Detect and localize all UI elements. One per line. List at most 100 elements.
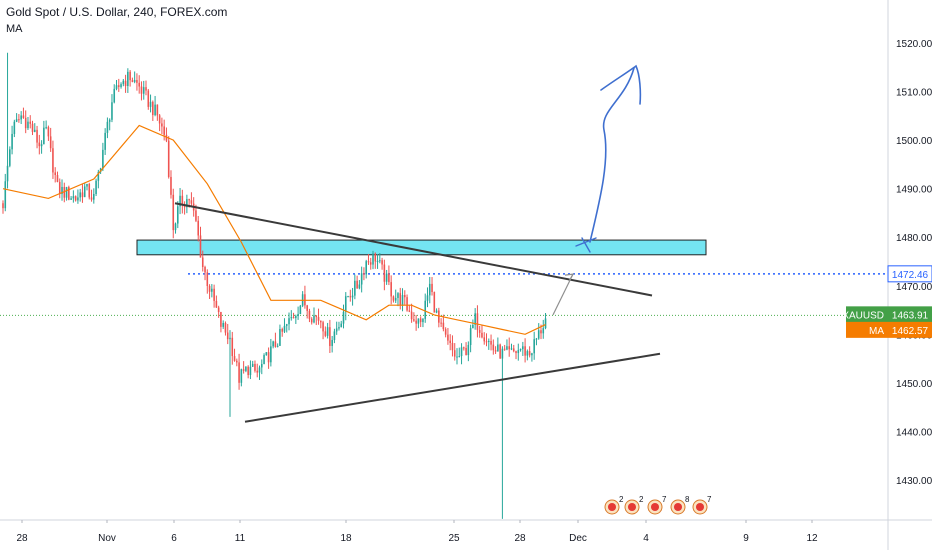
- candle-body: [403, 295, 406, 298]
- candle-body: [245, 366, 247, 371]
- candle-body: [344, 296, 347, 312]
- candle-body: [531, 353, 533, 356]
- candle-body: [115, 85, 118, 89]
- candle-body: [236, 360, 238, 363]
- candle-body: [186, 199, 188, 208]
- candle-body: [390, 282, 392, 297]
- candle-body: [217, 307, 220, 313]
- candle-body: [11, 133, 13, 150]
- candle-body: [358, 284, 361, 289]
- candle-body: [440, 322, 442, 324]
- candle-body: [231, 337, 234, 357]
- y-tick-label: 1480.00: [896, 233, 932, 244]
- x-tick-label: 28: [514, 533, 526, 544]
- candle-body: [381, 260, 383, 265]
- candle-body: [519, 349, 522, 351]
- last-price-label: 1463.91: [892, 310, 929, 321]
- candle-body: [281, 329, 284, 332]
- candle-body: [22, 115, 25, 118]
- candle-body: [431, 283, 433, 293]
- drawing-cross-mark[interactable]: [575, 237, 597, 253]
- descending-trendline[interactable]: [174, 202, 653, 297]
- candle-body: [458, 356, 461, 358]
- candle-body: [70, 198, 72, 200]
- candle-body: [306, 305, 308, 311]
- x-tick-label: 4: [643, 533, 649, 544]
- candle-body: [156, 104, 159, 116]
- candle-body: [517, 350, 520, 354]
- level-price-tag: [887, 265, 932, 283]
- candle-body: [120, 84, 122, 87]
- y-tick-label: 1490.00: [896, 185, 932, 196]
- candle-body: [356, 280, 358, 289]
- candle-body: [456, 356, 458, 358]
- candle-body: [197, 220, 200, 236]
- symbol-title[interactable]: Gold Spot / U.S. Dollar, 240, FOREX.com: [6, 5, 228, 19]
- resistance-zone[interactable]: [136, 239, 707, 256]
- candle-body: [447, 334, 449, 341]
- candle-body: [27, 121, 29, 129]
- candle-body: [77, 197, 79, 201]
- candle-body: [122, 80, 125, 85]
- x-tick-label: 25: [448, 533, 460, 544]
- candle-body: [233, 356, 236, 361]
- candle-body: [422, 318, 424, 323]
- y-tick-label: 1500.00: [896, 136, 932, 147]
- drawing-arrow-head[interactable]: [600, 64, 642, 105]
- candle-body: [433, 292, 436, 313]
- candle-body: [467, 345, 470, 356]
- candle-body: [6, 165, 9, 182]
- candle-body: [97, 171, 100, 181]
- candle-body: [18, 119, 20, 121]
- candle-body: [108, 119, 111, 122]
- candle-body: [428, 283, 431, 296]
- indicator-label[interactable]: MA: [6, 23, 23, 35]
- candle-body: [222, 322, 224, 327]
- candle-body: [172, 194, 175, 231]
- candle-body: [190, 200, 193, 204]
- candle-body: [72, 196, 75, 199]
- candle-body: [415, 320, 417, 324]
- candle-body: [499, 344, 501, 359]
- projection-arrowhead: [564, 273, 575, 282]
- candle-body: [308, 310, 311, 319]
- candle-body: [367, 261, 370, 263]
- candle-body: [383, 264, 386, 282]
- candle-body: [36, 129, 38, 143]
- candle-body: [331, 339, 333, 346]
- candle-body: [310, 318, 313, 323]
- chart-header: Gold Spot / U.S. Dollar, 240, FOREX.com …: [6, 5, 227, 35]
- candle-body: [492, 344, 495, 351]
- candle-body: [374, 253, 377, 262]
- candle-body: [438, 310, 440, 323]
- candle-body: [299, 305, 302, 315]
- candle-body: [449, 340, 451, 343]
- candle-body: [351, 295, 354, 298]
- candle-body: [469, 328, 472, 346]
- candle-body: [142, 87, 145, 94]
- candle-body: [333, 331, 336, 340]
- candle-body: [179, 195, 181, 207]
- candle-body: [540, 330, 542, 334]
- candle-body: [174, 223, 177, 231]
- candle-body: [292, 317, 295, 319]
- candle-body: [342, 311, 345, 324]
- candle-body: [31, 123, 34, 132]
- x-tick-label: 12: [806, 533, 818, 544]
- candle-body: [13, 121, 16, 134]
- ascending-trendline[interactable]: [244, 352, 661, 423]
- candle-body: [340, 323, 343, 328]
- candle-body: [4, 181, 7, 209]
- candle-body: [161, 123, 163, 127]
- candle-body: [313, 315, 315, 323]
- candle-body: [528, 351, 531, 356]
- drawing-arrow-stroke[interactable]: [589, 67, 635, 243]
- candle-body: [260, 364, 263, 368]
- candle-body: [147, 90, 150, 107]
- candle-body: [376, 260, 379, 262]
- candle-body: [199, 235, 202, 258]
- candle-body: [481, 332, 483, 338]
- candle-body: [272, 341, 274, 347]
